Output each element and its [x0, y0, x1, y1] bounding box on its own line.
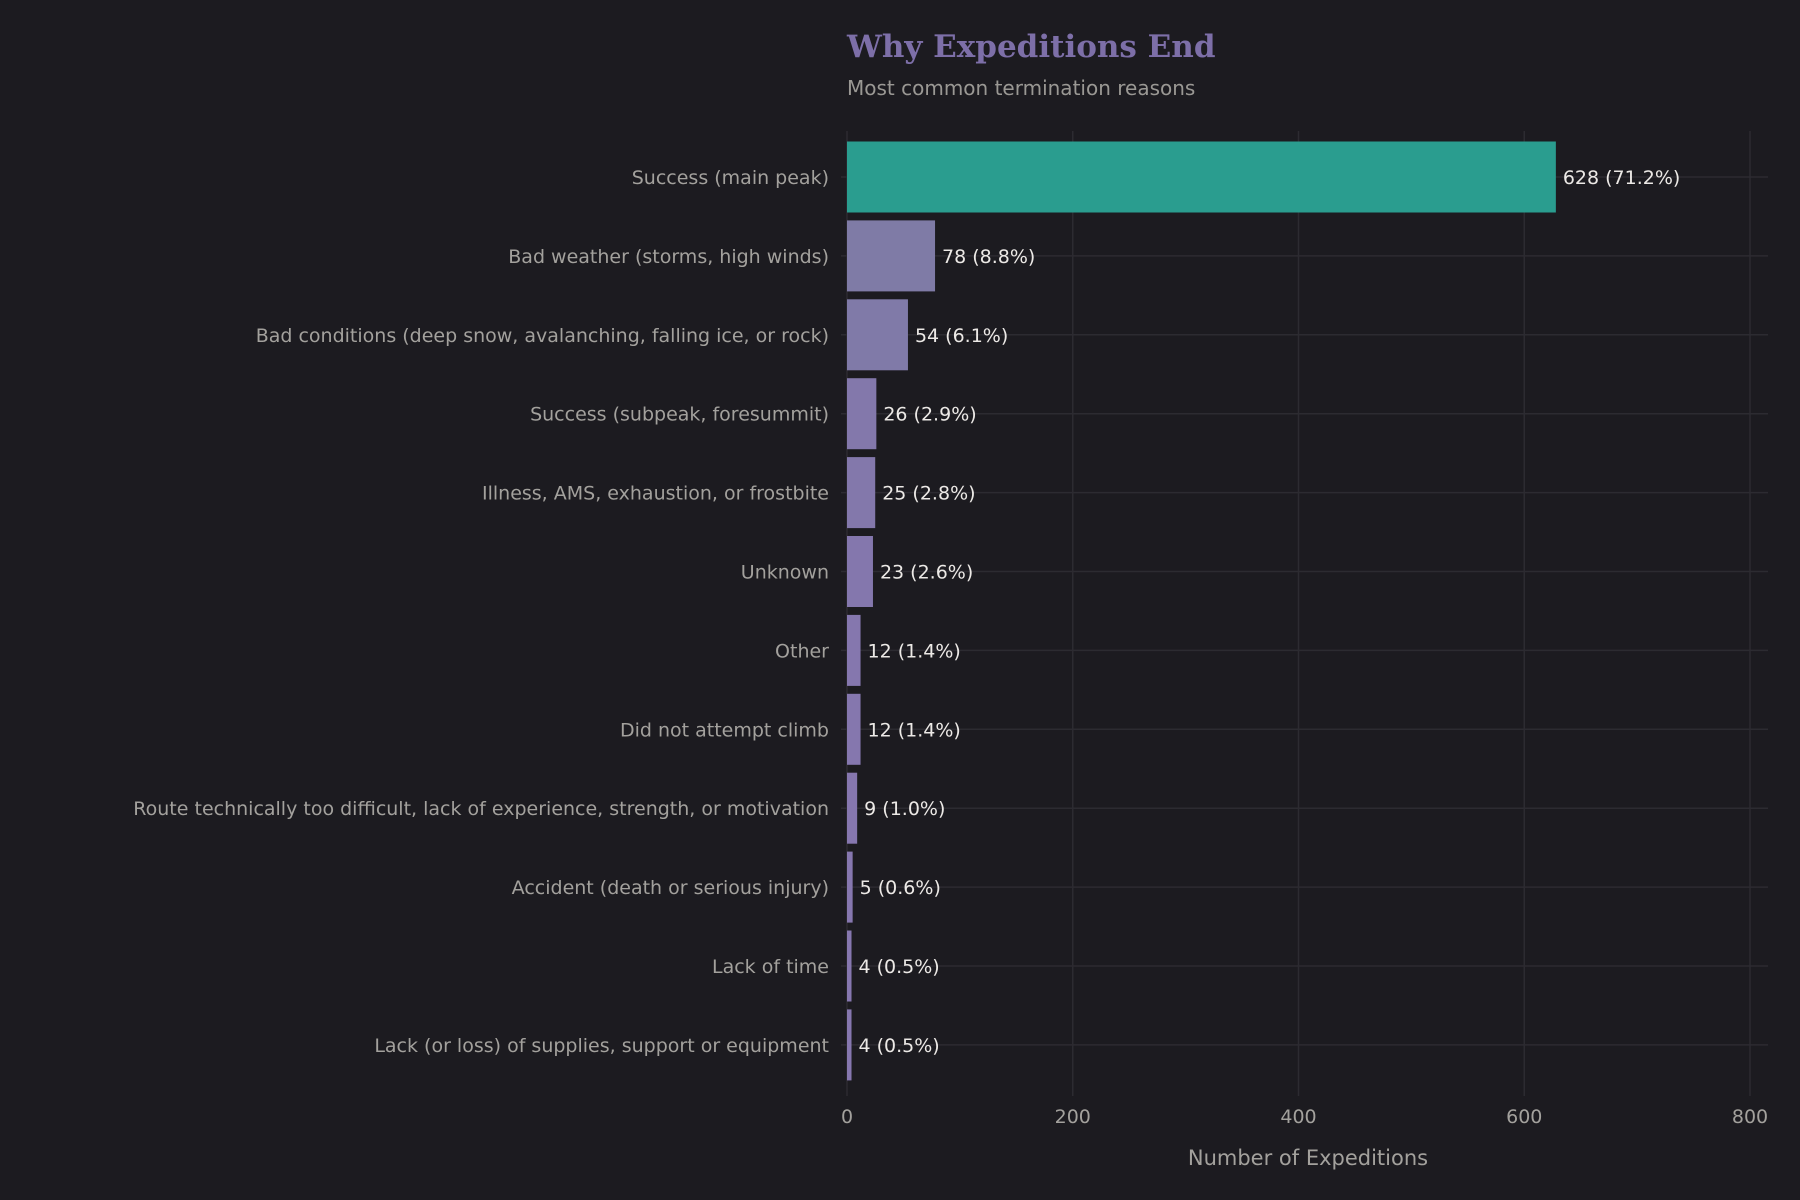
value-label: 12 (1.4%) [868, 719, 961, 741]
x-axis-label: Number of Expeditions [1188, 1146, 1428, 1170]
category-label: Lack of time [712, 956, 829, 978]
bar [847, 220, 936, 292]
value-label: 4 (0.5%) [859, 1035, 940, 1057]
x-tick-label: 600 [1506, 1106, 1542, 1128]
bar [847, 299, 908, 371]
chart-title: Why Expeditions End [846, 29, 1216, 65]
value-label: 26 (2.9%) [883, 404, 976, 426]
value-label: 78 (8.8%) [942, 246, 1035, 268]
bar [847, 772, 858, 844]
value-label: 12 (1.4%) [868, 640, 961, 662]
chart-subtitle: Most common termination reasons [847, 76, 1195, 100]
category-label: Success (subpeak, foresummit) [530, 404, 829, 426]
category-label: Illness, AMS, exhaustion, or frostbite [482, 483, 829, 505]
x-tick-label: 400 [1280, 1106, 1316, 1128]
category-label: Success (main peak) [632, 167, 829, 189]
category-label: Accident (death or serious injury) [512, 877, 829, 899]
x-tick-label: 800 [1732, 1106, 1768, 1128]
value-label: 4 (0.5%) [859, 956, 940, 978]
bar [847, 141, 1556, 213]
x-tick-label: 200 [1055, 1106, 1091, 1128]
category-label: Route technically too difficult, lack of… [133, 798, 829, 820]
bar [847, 457, 876, 529]
bar [847, 536, 873, 607]
value-label: 9 (1.0%) [864, 798, 945, 820]
category-label: Bad weather (storms, high winds) [508, 246, 829, 268]
category-label: Lack (or loss) of supplies, support or e… [374, 1035, 829, 1057]
value-label: 23 (2.6%) [880, 562, 973, 584]
value-label: 628 (71.2%) [1563, 167, 1681, 189]
value-label: 54 (6.1%) [915, 325, 1008, 347]
value-label: 5 (0.6%) [860, 877, 941, 899]
gridlines [841, 131, 1768, 1096]
bars: Success (main peak) 628 (71.2%) Bad weathe… [133, 141, 1681, 1081]
category-label: Other [775, 640, 829, 662]
value-label: 25 (2.8%) [882, 483, 975, 505]
category-label: Did not attempt climb [620, 719, 829, 741]
x-tick-label: 0 [841, 1106, 853, 1128]
bar [847, 378, 877, 450]
category-label: Bad conditions (deep snow, avalanching, … [256, 325, 829, 347]
bar [847, 930, 852, 1002]
x-axis-ticks: 0 200 400 600 800 [841, 1106, 1768, 1128]
bar [847, 614, 861, 686]
category-label: Unknown [741, 562, 829, 584]
bar [847, 693, 861, 765]
bar [847, 851, 853, 923]
bar [847, 1009, 852, 1081]
